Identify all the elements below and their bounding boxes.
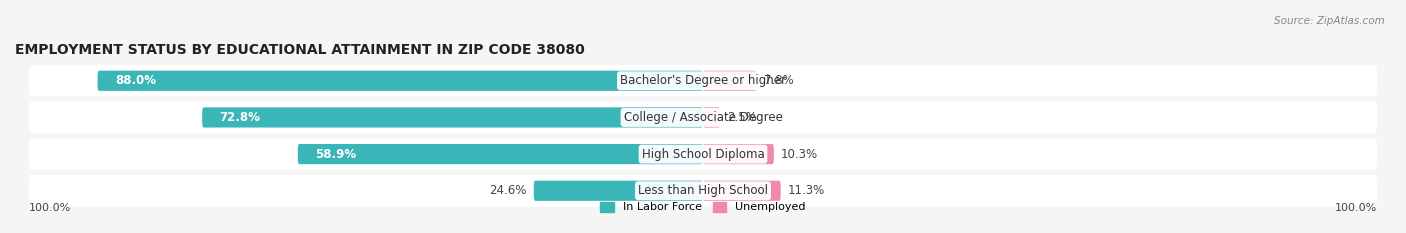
- Text: 88.0%: 88.0%: [115, 74, 156, 87]
- Text: 11.3%: 11.3%: [787, 184, 825, 197]
- Text: 10.3%: 10.3%: [780, 147, 818, 161]
- FancyBboxPatch shape: [202, 107, 703, 127]
- Text: High School Diploma: High School Diploma: [641, 147, 765, 161]
- Legend: In Labor Force, Unemployed: In Labor Force, Unemployed: [596, 197, 810, 217]
- FancyBboxPatch shape: [703, 181, 780, 201]
- FancyBboxPatch shape: [28, 65, 1378, 96]
- Text: College / Associate Degree: College / Associate Degree: [624, 111, 782, 124]
- Text: 24.6%: 24.6%: [489, 184, 527, 197]
- FancyBboxPatch shape: [703, 107, 720, 127]
- Text: 7.8%: 7.8%: [763, 74, 793, 87]
- Text: 100.0%: 100.0%: [28, 203, 72, 213]
- Text: 100.0%: 100.0%: [1334, 203, 1378, 213]
- Text: Source: ZipAtlas.com: Source: ZipAtlas.com: [1274, 16, 1385, 26]
- Text: 2.5%: 2.5%: [727, 111, 756, 124]
- FancyBboxPatch shape: [534, 181, 703, 201]
- FancyBboxPatch shape: [703, 144, 773, 164]
- Text: 58.9%: 58.9%: [315, 147, 356, 161]
- FancyBboxPatch shape: [298, 144, 703, 164]
- Text: Less than High School: Less than High School: [638, 184, 768, 197]
- FancyBboxPatch shape: [28, 102, 1378, 133]
- Text: EMPLOYMENT STATUS BY EDUCATIONAL ATTAINMENT IN ZIP CODE 38080: EMPLOYMENT STATUS BY EDUCATIONAL ATTAINM…: [15, 43, 585, 57]
- FancyBboxPatch shape: [703, 71, 756, 91]
- Text: Bachelor's Degree or higher: Bachelor's Degree or higher: [620, 74, 786, 87]
- Text: 72.8%: 72.8%: [219, 111, 260, 124]
- FancyBboxPatch shape: [28, 138, 1378, 170]
- FancyBboxPatch shape: [97, 71, 703, 91]
- FancyBboxPatch shape: [28, 175, 1378, 206]
